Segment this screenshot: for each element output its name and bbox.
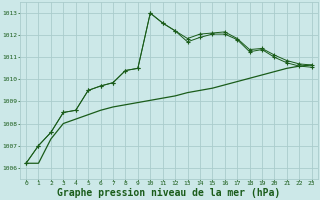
X-axis label: Graphe pression niveau de la mer (hPa): Graphe pression niveau de la mer (hPa) — [57, 188, 281, 198]
